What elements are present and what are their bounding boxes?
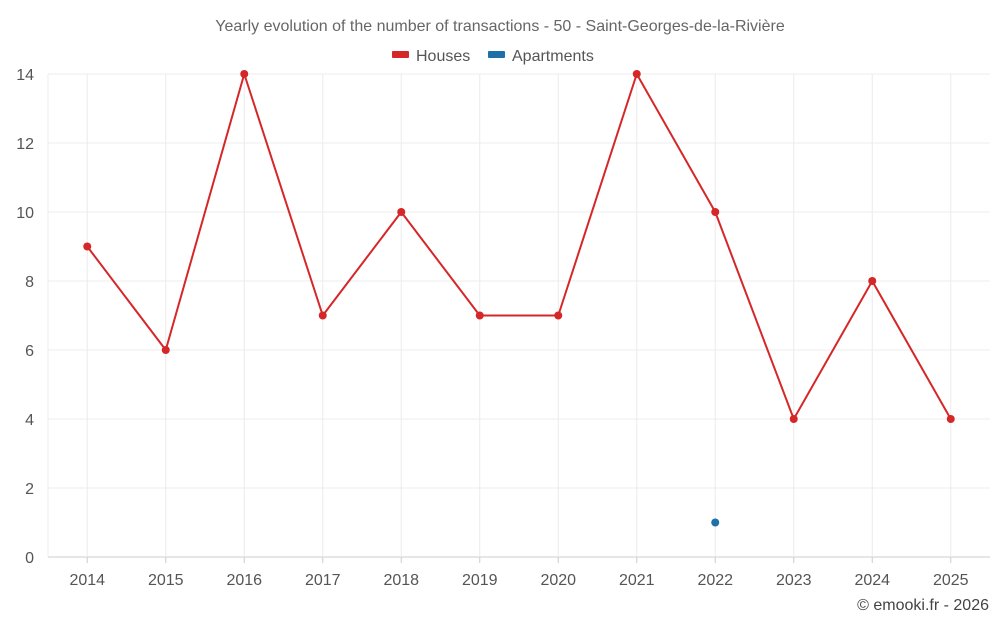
x-tick-label-2022: 2022 xyxy=(697,572,733,589)
y-tick-label-4: 4 xyxy=(25,412,34,429)
legend-item-houses[interactable]: Houses xyxy=(392,48,470,65)
series-line-houses xyxy=(86,73,952,420)
data-point-apartments-2022[interactable] xyxy=(711,518,720,527)
x-tick-label-2016: 2016 xyxy=(226,572,262,589)
x-tick-label-2014: 2014 xyxy=(69,572,105,589)
x-tick-label-2021: 2021 xyxy=(619,572,655,589)
data-point-houses-2017[interactable] xyxy=(318,311,327,320)
data-point-houses-2014[interactable] xyxy=(83,242,92,251)
credit-text: © emooki.fr - 2026 xyxy=(857,597,989,614)
y-tick-label-2: 2 xyxy=(25,481,34,498)
x-tick-label-2017: 2017 xyxy=(305,572,341,589)
y-tick-label-10: 10 xyxy=(16,205,34,222)
data-point-houses-2020[interactable] xyxy=(554,311,563,320)
data-point-houses-2022[interactable] xyxy=(711,208,720,216)
x-tick-label-2015: 2015 xyxy=(148,572,184,589)
series xyxy=(83,70,955,527)
y-tick-label-8: 8 xyxy=(25,274,34,291)
legend: Houses Apartments xyxy=(392,48,594,65)
data-point-houses-2019[interactable] xyxy=(475,311,484,320)
x-axis: 2014 2015 2016 2017 2018 2019 2020 2021 2022 2023… xyxy=(69,557,969,589)
data-point-houses-2021[interactable] xyxy=(632,70,641,78)
data-point-houses-2023[interactable] xyxy=(789,415,798,423)
y-axis: 0 2 4 6 8 10 12 14 xyxy=(16,67,34,567)
x-tick-label-2019: 2019 xyxy=(462,572,498,589)
data-point-houses-2016[interactable] xyxy=(240,70,249,78)
chart-title: Yearly evolution of the number of transa… xyxy=(215,18,785,35)
legend-label-houses: Houses xyxy=(416,48,470,65)
x-tick-label-2023: 2023 xyxy=(776,572,812,589)
legend-item-apartments[interactable]: Apartments xyxy=(488,48,594,65)
data-point-houses-2024[interactable] xyxy=(868,277,877,285)
x-tick-label-2024: 2024 xyxy=(854,572,890,589)
y-tick-label-12: 12 xyxy=(16,136,34,153)
x-tick-label-2025: 2025 xyxy=(933,572,969,589)
legend-swatch-houses xyxy=(392,51,409,58)
y-tick-label-6: 6 xyxy=(25,343,34,360)
legend-label-apartments: Apartments xyxy=(512,48,594,65)
y-tick-label-14: 14 xyxy=(16,67,34,84)
data-point-houses-2018[interactable] xyxy=(397,208,406,216)
data-point-houses-2025[interactable] xyxy=(946,415,955,423)
data-point-houses-2015[interactable] xyxy=(161,346,170,354)
x-tick-label-2020: 2020 xyxy=(540,572,576,589)
y-tick-label-0: 0 xyxy=(25,550,34,567)
x-tick-label-2018: 2018 xyxy=(383,572,419,589)
legend-swatch-apartments xyxy=(488,51,505,58)
